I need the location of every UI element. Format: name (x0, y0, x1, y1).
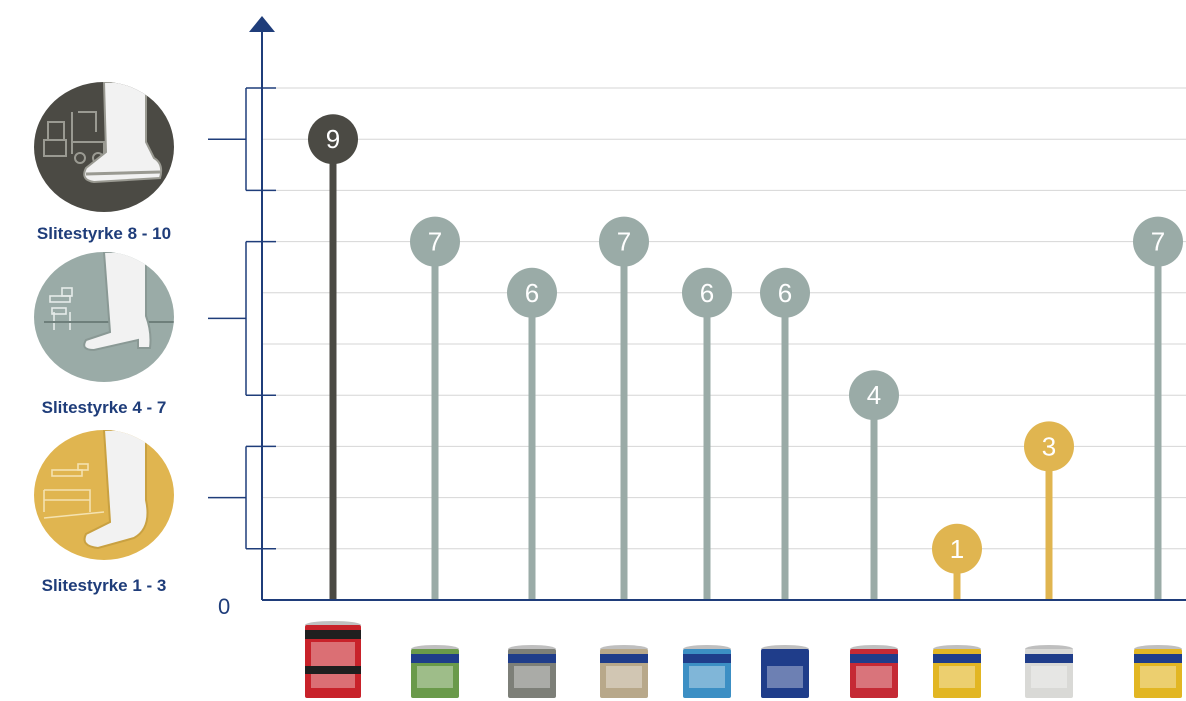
value-label: 6 (700, 278, 714, 308)
can-label (767, 666, 803, 688)
lollipop-stem (953, 548, 961, 599)
red-paint-can-icon (305, 621, 361, 698)
can-band (933, 654, 981, 663)
lollipop: 7 (410, 216, 460, 599)
lollipop-head (760, 267, 810, 318)
lollipop: 1 (932, 523, 982, 599)
band-bracket (208, 240, 276, 396)
lollipop-stem (703, 292, 711, 599)
lollipop: 4 (849, 370, 899, 599)
can-label (1031, 666, 1067, 688)
lollipop-stem (431, 241, 439, 599)
band-brackets (208, 87, 276, 550)
bedroom-sock-foot-icon (34, 430, 174, 560)
lollipop-head (682, 267, 732, 318)
lollipop-stem (1154, 241, 1162, 599)
can-band (508, 654, 556, 663)
lollipop-stem (1045, 446, 1053, 599)
band-label-high: Slitestyrke 8 - 10 (36, 224, 172, 243)
value-label: 7 (1151, 227, 1165, 257)
lollipop: 6 (760, 267, 810, 599)
navy-paint-can-icon (761, 645, 809, 698)
forklift-boot-icon (34, 82, 174, 212)
can-label (311, 642, 355, 688)
can-label (606, 666, 642, 688)
lollipop-head (1024, 421, 1074, 472)
band-label-mid: Slitestyrke 4 - 7 (41, 398, 167, 417)
product-cans (305, 621, 1182, 698)
can-band (411, 654, 459, 663)
lollipop-stem (781, 292, 789, 599)
lollipop-stem (528, 292, 536, 599)
lollipop-stem (870, 395, 878, 599)
can-band (850, 654, 898, 663)
value-label: 6 (525, 278, 539, 308)
blue-paint-can-icon (683, 645, 731, 698)
value-label: 7 (617, 227, 631, 257)
y-axis-zero-label: 0 (218, 594, 231, 619)
value-label: 3 (1042, 431, 1056, 461)
lollipop: 3 (1024, 421, 1074, 599)
can-band (305, 630, 361, 639)
can-band-lower (305, 666, 361, 674)
band-bracket (208, 87, 276, 192)
lollipop-head (410, 216, 460, 267)
can-band (1134, 654, 1182, 663)
y-axis-arrow (249, 16, 275, 32)
band-bracket (208, 445, 276, 550)
value-label: 7 (428, 227, 442, 257)
can-body (305, 625, 361, 698)
value-label: 4 (867, 380, 881, 410)
can-label (939, 666, 975, 688)
grey-paint-can-icon (508, 645, 556, 698)
lollipop: 9 (308, 114, 358, 599)
can-label (856, 666, 892, 688)
can-band (600, 654, 648, 663)
value-label: 1 (950, 534, 964, 564)
green-paint-can-icon (411, 645, 459, 698)
lollipop: 7 (599, 216, 649, 599)
tan-paint-can-icon (600, 645, 648, 698)
lollipop: 6 (682, 267, 732, 599)
lollipop-head (1133, 216, 1183, 267)
can-band (761, 654, 809, 663)
lollipop-head (932, 523, 982, 574)
lollipop-head (507, 267, 557, 318)
lollipop-head (308, 114, 358, 165)
value-label: 6 (778, 278, 792, 308)
can-band (1025, 654, 1073, 663)
value-label: 9 (326, 124, 340, 154)
yellow-paint-can-icon (1134, 645, 1182, 698)
lollipop-head (849, 370, 899, 421)
y-axis (249, 16, 1186, 601)
can-label (689, 666, 725, 688)
can-label (417, 666, 453, 688)
office-heel-shoe-icon (34, 252, 174, 382)
lollipop-stem (620, 241, 628, 599)
red-paint-can-icon (850, 645, 898, 698)
lollipop-stem (329, 139, 337, 599)
yellow-paint-can-icon (933, 645, 981, 698)
stems-layer: 9 7 6 7 6 6 4 1 3 7 (308, 114, 1183, 599)
lollipop: 7 (1133, 216, 1183, 599)
can-label (1140, 666, 1176, 688)
lollipop-head (599, 216, 649, 267)
can-band (683, 654, 731, 663)
lollipop: 6 (507, 267, 557, 599)
can-label (514, 666, 550, 688)
band-label-low: Slitestyrke 1 - 3 (41, 576, 167, 595)
white-paint-can-icon (1025, 645, 1073, 698)
